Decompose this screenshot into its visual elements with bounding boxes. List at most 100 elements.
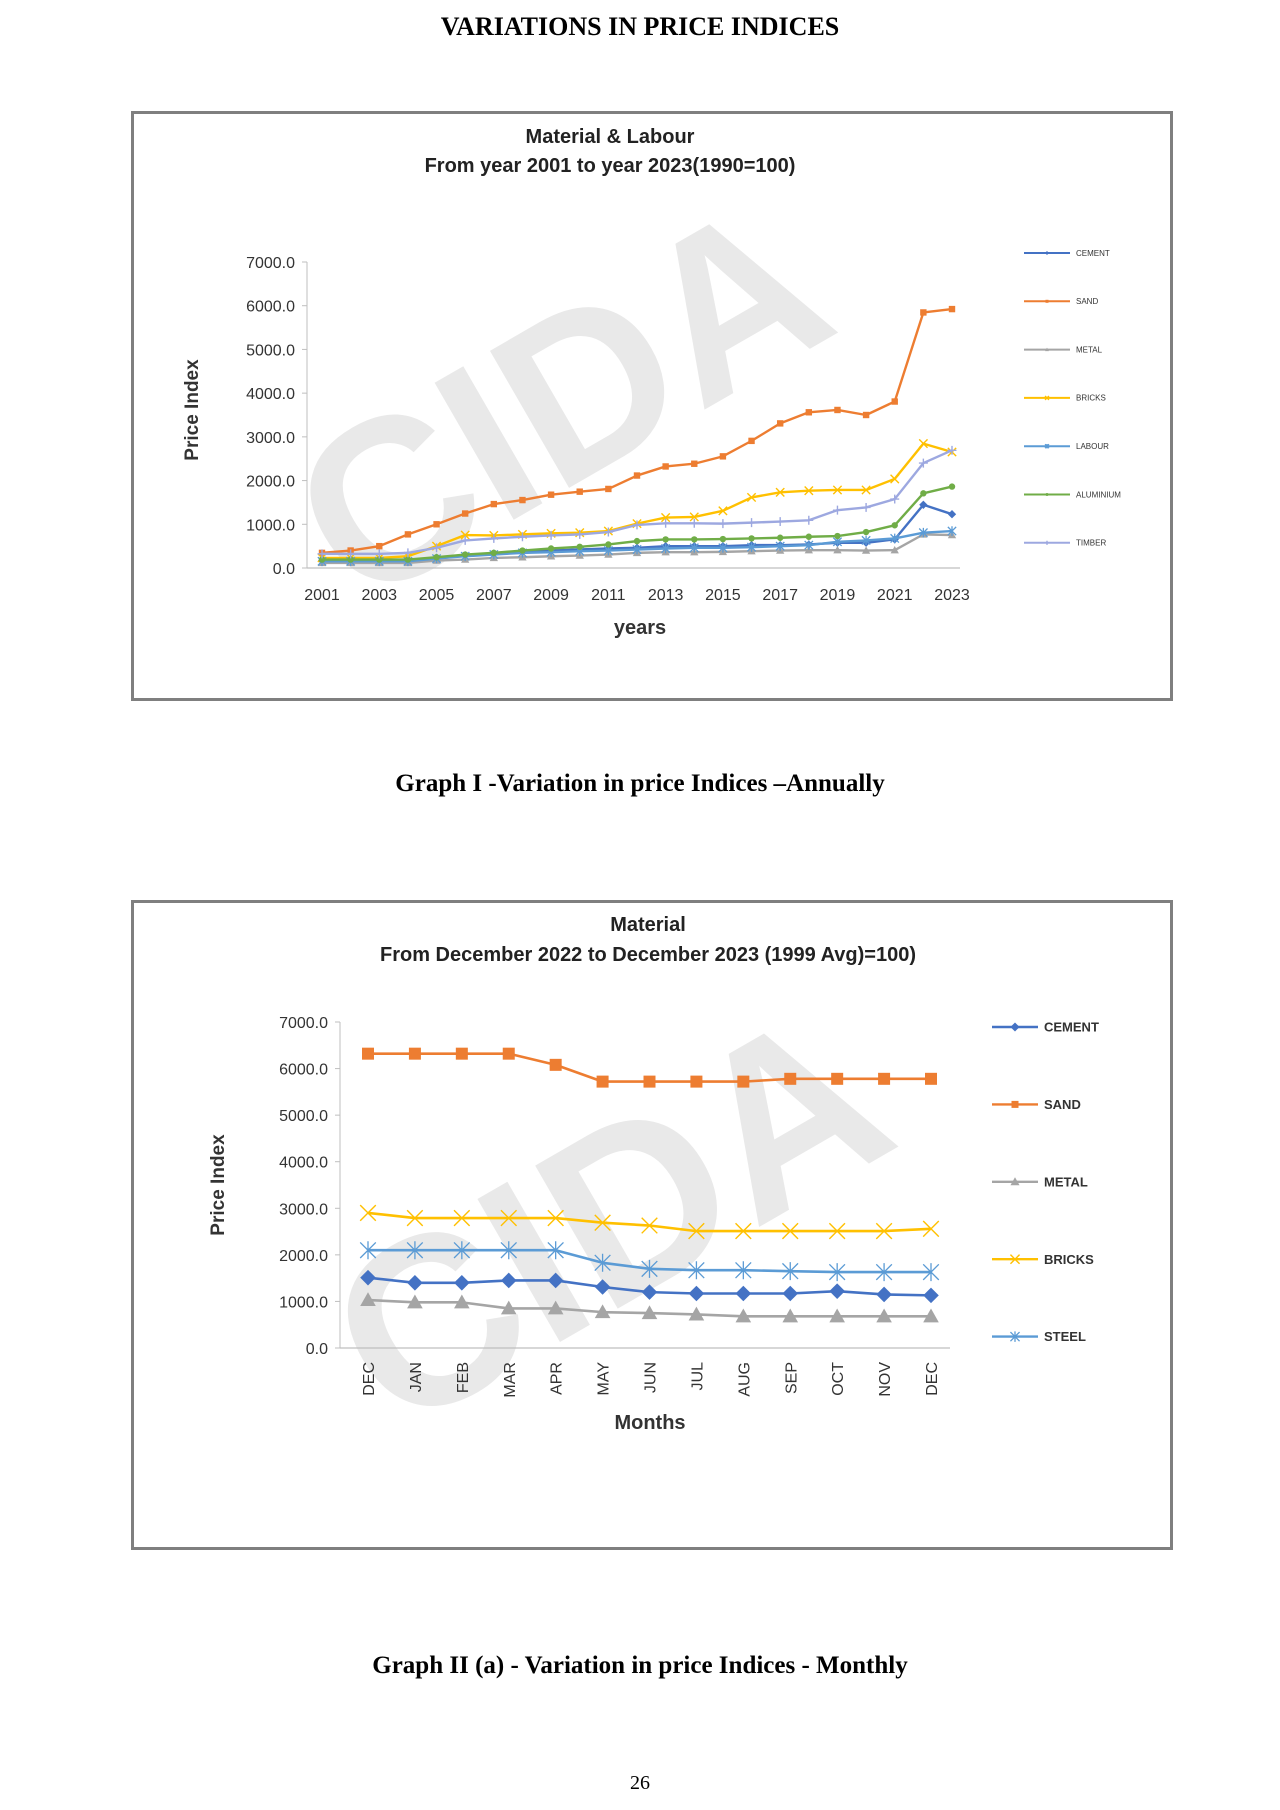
square-marker (461, 510, 469, 517)
star-marker (632, 544, 642, 555)
square-marker (891, 398, 898, 405)
y-tick-label: 6000.0 (246, 299, 295, 316)
square-marker (455, 1047, 468, 1060)
x-tick-label: 2013 (648, 587, 684, 604)
star-marker (688, 1261, 705, 1280)
plus-marker (460, 535, 470, 545)
star-marker (922, 1263, 940, 1282)
series-sand (362, 1047, 937, 1088)
triangle-marker (1045, 347, 1049, 352)
circle-marker (461, 551, 469, 558)
star-marker (746, 542, 757, 552)
y-tick-label: 0.0 (306, 1341, 328, 1358)
legend-bricks-label: BRICKS (1044, 1252, 1094, 1267)
triangle-marker (500, 1300, 517, 1315)
y-tick-label: 2000.0 (279, 1248, 328, 1265)
legend-item-bricks: BRICKS (992, 1252, 1094, 1267)
x-tick-label: OCT (830, 1362, 847, 1396)
star-marker (453, 1241, 471, 1260)
legend-sand-label: SAND (1044, 1097, 1081, 1112)
diamond-marker (923, 1287, 939, 1304)
triangle-marker (782, 1308, 799, 1323)
x-tick-label: JUL (689, 1362, 706, 1391)
diamond-marker (407, 1275, 423, 1291)
square-marker (878, 1072, 891, 1085)
triangle-marker (890, 546, 899, 554)
square-marker (490, 500, 498, 508)
x-marker (460, 530, 470, 540)
circle-marker (891, 522, 898, 529)
circle-marker (691, 536, 698, 543)
x-tick-label: 2009 (533, 587, 569, 604)
square-marker (690, 1075, 703, 1088)
plus-marker (747, 518, 757, 528)
x-tick-label: 2021 (877, 587, 913, 604)
star-marker (918, 527, 928, 538)
square-marker (596, 1075, 609, 1088)
y-tick-label: 2000.0 (246, 474, 295, 491)
x-marker (359, 1204, 377, 1222)
diamond-marker (360, 1269, 376, 1286)
legend-cement-label: CEMENT (1076, 249, 1110, 258)
plus-marker (890, 494, 900, 504)
legend-aluminium-label: ALUMINIUM (1076, 490, 1121, 499)
square-marker (362, 1047, 374, 1060)
star-marker (359, 1241, 377, 1260)
legend-sand-label: SAND (1076, 297, 1098, 306)
circle-marker (662, 536, 669, 543)
square-marker (948, 305, 956, 313)
plus-marker (432, 543, 442, 553)
star-marker (890, 533, 900, 544)
graph-1-caption: Graph I -Variation in price Indices –Ann… (395, 770, 885, 797)
circle-marker (748, 535, 755, 542)
triangle-marker (923, 1308, 939, 1323)
annual-chart-frame (131, 111, 1173, 701)
x-marker (890, 474, 900, 484)
circle-marker (719, 535, 727, 543)
plus-marker (689, 518, 699, 528)
square-marker (408, 1047, 421, 1060)
circle-marker (519, 547, 526, 554)
star-marker (500, 1241, 518, 1260)
circle-marker (547, 545, 555, 552)
x-tick-label: DEC (361, 1362, 378, 1396)
star-marker (641, 1259, 658, 1278)
x-marker (1009, 1254, 1021, 1265)
x-marker (718, 506, 728, 516)
y-axis-title: Price Index (208, 1134, 229, 1236)
circle-marker (433, 554, 440, 561)
circle-marker (805, 533, 813, 540)
x-tick-label: DEC (924, 1362, 941, 1396)
plus-marker (861, 502, 871, 512)
square-marker (719, 453, 727, 460)
star-marker (947, 526, 957, 536)
x-tick-label: SEP (783, 1362, 800, 1394)
x-axis-title: years (614, 617, 666, 639)
triangle-marker (1010, 1177, 1020, 1186)
triangle-marker (594, 1304, 611, 1319)
legend-cement-label: CEMENT (1044, 1020, 1099, 1035)
y-tick-label: 6000.0 (279, 1062, 328, 1079)
cida-watermark: CIDA (287, 955, 929, 1480)
x-tick-label: 2005 (419, 587, 455, 604)
chart-title: Material (610, 914, 686, 936)
x-marker (641, 1217, 658, 1234)
page-number: 26 (630, 1772, 650, 1794)
x-marker (735, 1222, 752, 1240)
y-tick-label: 0.0 (273, 561, 295, 578)
x-marker (804, 486, 814, 496)
square-marker (1011, 1100, 1019, 1108)
triangle-marker (454, 1294, 470, 1309)
circle-marker (318, 556, 326, 563)
plus-marker (947, 445, 957, 455)
star-marker (861, 535, 871, 546)
star-marker (781, 1262, 799, 1281)
plus-marker (517, 532, 527, 542)
diamond-marker (1010, 1022, 1020, 1032)
legend-labour-label: LABOUR (1076, 442, 1109, 451)
x-marker (781, 1222, 799, 1240)
star-marker (1044, 443, 1050, 449)
plus-marker (775, 517, 785, 527)
plus-marker (546, 530, 556, 540)
